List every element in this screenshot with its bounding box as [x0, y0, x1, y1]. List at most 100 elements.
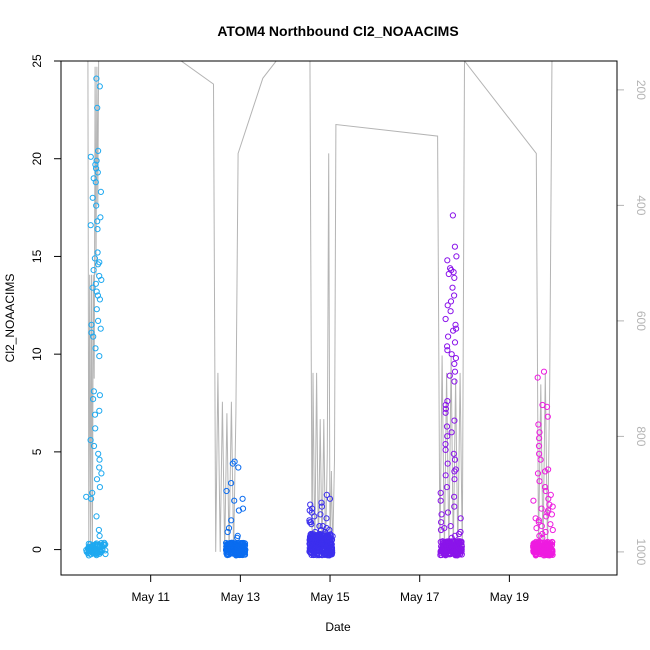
data-point	[93, 157, 100, 164]
data-point	[315, 537, 322, 545]
data-point	[315, 534, 322, 541]
data-point	[235, 464, 242, 471]
data-point	[93, 165, 100, 172]
data-point	[443, 484, 450, 491]
data-point	[91, 411, 99, 418]
pressure-tick-label: 600	[634, 311, 648, 331]
data-point	[327, 551, 335, 558]
data-point	[89, 194, 96, 201]
data-point	[444, 343, 451, 350]
x-tick-label: May 15	[310, 590, 350, 604]
data-point	[452, 321, 459, 328]
data-point	[536, 435, 543, 442]
data-point	[307, 549, 314, 556]
y-axis-label: Cl2_NOAACIMS	[3, 274, 17, 363]
plot-frame	[60, 60, 618, 576]
data-point	[535, 519, 542, 526]
data-point	[546, 501, 553, 508]
data-point	[444, 433, 451, 440]
data-point	[444, 347, 451, 354]
series-3	[306, 491, 336, 559]
data-point	[450, 327, 457, 334]
data-point	[536, 429, 543, 436]
data-point	[316, 523, 323, 530]
data-point	[89, 284, 96, 291]
data-point	[444, 509, 452, 516]
data-point	[327, 545, 334, 552]
data-point	[229, 460, 236, 467]
data-point	[88, 329, 95, 336]
data-point	[231, 497, 238, 504]
data-point	[535, 421, 542, 428]
data-point	[535, 442, 543, 450]
data-point	[308, 521, 315, 528]
data-point	[442, 405, 449, 412]
data-point	[318, 499, 325, 506]
data-point	[456, 538, 463, 545]
data-point	[307, 538, 315, 545]
data-point	[537, 544, 544, 552]
data-point	[441, 548, 448, 555]
pressure-trace-layer	[87, 61, 553, 552]
data-point	[445, 270, 452, 278]
x-tick-label: May 13	[221, 590, 261, 604]
data-point	[450, 450, 457, 457]
data-point	[90, 396, 97, 403]
data-point	[231, 458, 238, 465]
data-point	[540, 368, 548, 375]
data-point	[96, 392, 104, 399]
data-point	[97, 214, 104, 221]
series-1	[83, 75, 109, 559]
data-point	[95, 147, 102, 154]
data-point	[233, 552, 240, 559]
data-point	[96, 296, 104, 303]
data-point	[95, 526, 103, 534]
y-tick-label: 5	[30, 448, 44, 455]
data-point	[235, 507, 242, 514]
data-point	[95, 317, 102, 324]
series-4	[437, 212, 465, 559]
pressure-tick-label: 400	[634, 195, 648, 215]
data-point	[225, 551, 232, 558]
data-point	[534, 374, 541, 381]
data-point	[542, 484, 549, 491]
y-tick-label: 20	[30, 152, 44, 166]
data-point	[549, 503, 556, 510]
data-point	[437, 489, 444, 496]
data-point	[97, 325, 104, 332]
data-point	[542, 468, 549, 475]
data-point	[549, 551, 556, 559]
data-point	[100, 541, 107, 548]
data-point	[544, 546, 551, 553]
y-tick-label: 0	[30, 546, 44, 553]
data-point	[443, 423, 451, 430]
data-point	[93, 202, 100, 209]
data-point	[228, 517, 235, 524]
data-point	[446, 539, 453, 546]
series-2	[223, 458, 249, 559]
data-point	[442, 446, 449, 453]
data-point	[326, 495, 334, 502]
data-point	[94, 249, 101, 256]
data-point	[96, 83, 103, 90]
data-point	[444, 302, 451, 309]
data-point	[449, 543, 456, 550]
data-point	[543, 513, 550, 520]
data-point	[444, 398, 451, 405]
data-point	[93, 288, 100, 295]
data-point	[451, 468, 458, 475]
data-point	[451, 368, 459, 375]
data-point	[94, 226, 101, 233]
axes-layer: May 11 May 13 May 15 May 17 May 19 0 5 10 15 20 25…	[30, 54, 648, 604]
data-point	[96, 532, 103, 540]
data-point	[318, 503, 325, 510]
data-point	[451, 493, 458, 500]
data-point	[87, 153, 94, 160]
data-point	[451, 503, 458, 510]
data-point	[535, 517, 543, 524]
data-point	[530, 547, 538, 554]
data-point	[448, 429, 455, 436]
data-point	[96, 464, 103, 471]
data-point	[94, 218, 101, 225]
data-point	[532, 515, 539, 522]
